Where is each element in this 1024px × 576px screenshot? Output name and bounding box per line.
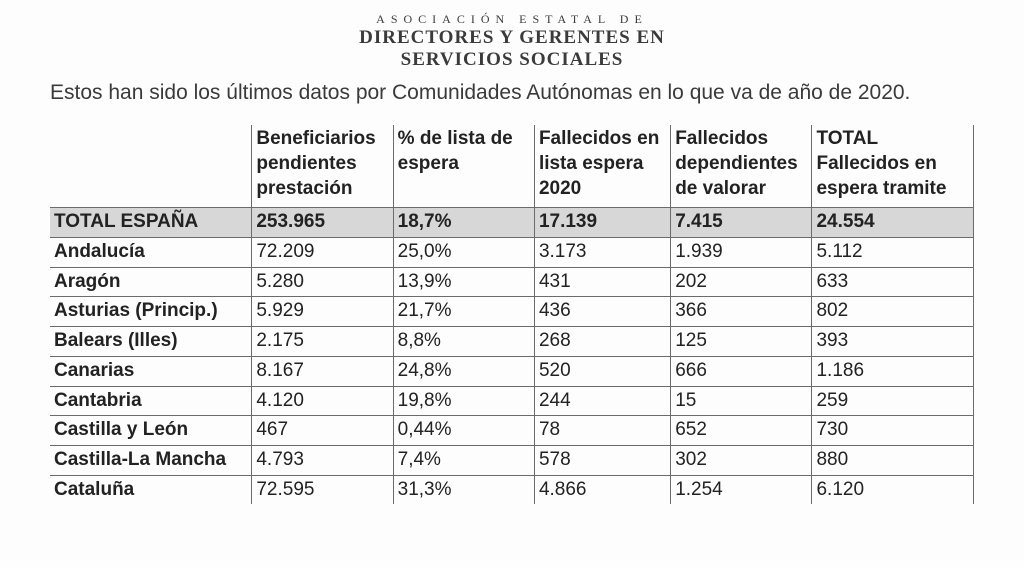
col-header-fall-valorar: Fallecidos dependientes de valorar [671, 125, 812, 208]
cell-total-fall: 393 [812, 327, 974, 357]
document-page: ASOCIACIÓN ESTATAL DE DIRECTORES Y GEREN… [0, 0, 1024, 576]
cell-region: Castilla-La Mancha [50, 445, 252, 475]
cell-fall-valorar: 202 [671, 267, 812, 297]
cell-region: Aragón [50, 267, 252, 297]
cell-region: Andalucía [50, 238, 252, 268]
cell-pct: 25,0% [393, 238, 534, 268]
cell-beneficiarios: 4.120 [252, 386, 393, 416]
cell-fall-espera: 17.139 [534, 208, 670, 238]
cell-total-fall: 24.554 [812, 208, 974, 238]
cell-fall-espera: 578 [534, 445, 670, 475]
cell-total-fall: 880 [812, 445, 974, 475]
org-line3: SERVICIOS SOCIALES [252, 49, 772, 71]
table-total-row: TOTAL ESPAÑA 253.965 18,7% 17.139 7.415 … [50, 208, 974, 238]
cell-fall-espera: 244 [534, 386, 670, 416]
cell-beneficiarios: 4.793 [252, 445, 393, 475]
cell-region: Balears (Illes) [50, 327, 252, 357]
table-row: Castilla-La Mancha4.7937,4%578302880 [50, 445, 974, 475]
table-header-row: Beneficiarios pendientes prestación % de… [50, 125, 974, 208]
table-row: Asturias (Princip.)5.92921,7%436366802 [50, 297, 974, 327]
col-header-pct: % de lista de espera [393, 125, 534, 208]
cell-beneficiarios: 467 [252, 416, 393, 446]
cell-pct: 18,7% [393, 208, 534, 238]
cell-total-fall: 5.112 [812, 238, 974, 268]
cell-pct: 21,7% [393, 297, 534, 327]
cell-beneficiarios: 5.280 [252, 267, 393, 297]
cell-fall-valorar: 666 [671, 356, 812, 386]
cell-fall-valorar: 366 [671, 297, 812, 327]
cell-total-fall: 730 [812, 416, 974, 446]
org-header: ASOCIACIÓN ESTATAL DE DIRECTORES Y GEREN… [252, 12, 772, 71]
table-row: Canarias8.16724,8%5206661.186 [50, 356, 974, 386]
data-table: Beneficiarios pendientes prestación % de… [50, 125, 974, 504]
cell-fall-valorar: 7.415 [671, 208, 812, 238]
cell-pct: 31,3% [393, 475, 534, 504]
cell-region: TOTAL ESPAÑA [50, 208, 252, 238]
org-line2: DIRECTORES Y GERENTES EN [252, 27, 772, 49]
cell-total-fall: 1.186 [812, 356, 974, 386]
cell-region: Canarias [50, 356, 252, 386]
cell-pct: 19,8% [393, 386, 534, 416]
cell-total-fall: 259 [812, 386, 974, 416]
cell-beneficiarios: 5.929 [252, 297, 393, 327]
col-header-region [50, 125, 252, 208]
cell-fall-valorar: 302 [671, 445, 812, 475]
cell-fall-espera: 520 [534, 356, 670, 386]
cell-region: Asturias (Princip.) [50, 297, 252, 327]
table-row: Balears (Illes)2.1758,8%268125393 [50, 327, 974, 357]
cell-total-fall: 802 [812, 297, 974, 327]
cell-fall-valorar: 15 [671, 386, 812, 416]
cell-region: Castilla y León [50, 416, 252, 446]
table-row: Aragón5.28013,9%431202633 [50, 267, 974, 297]
cell-beneficiarios: 72.209 [252, 238, 393, 268]
cell-fall-espera: 3.173 [534, 238, 670, 268]
bottom-fade [0, 556, 1024, 576]
cell-pct: 8,8% [393, 327, 534, 357]
cell-beneficiarios: 72.595 [252, 475, 393, 504]
cell-total-fall: 633 [812, 267, 974, 297]
table-row: Andalucía72.20925,0%3.1731.9395.112 [50, 238, 974, 268]
cell-fall-valorar: 1.939 [671, 238, 812, 268]
cell-fall-espera: 431 [534, 267, 670, 297]
org-line1: ASOCIACIÓN ESTATAL DE [252, 12, 772, 27]
cell-region: Cantabria [50, 386, 252, 416]
intro-text: Estos han sido los últimos datos por Com… [50, 79, 974, 107]
col-header-total-fall: TOTAL Fallecidos en espera tramite [812, 125, 974, 208]
table-body: TOTAL ESPAÑA 253.965 18,7% 17.139 7.415 … [50, 208, 974, 504]
col-header-beneficiarios: Beneficiarios pendientes prestación [252, 125, 393, 208]
cell-pct: 24,8% [393, 356, 534, 386]
cell-fall-espera: 78 [534, 416, 670, 446]
cell-fall-espera: 4.866 [534, 475, 670, 504]
cell-fall-espera: 268 [534, 327, 670, 357]
table-row: Cantabria4.12019,8%24415259 [50, 386, 974, 416]
table-row: Cataluña72.59531,3%4.8661.2546.120 [50, 475, 974, 504]
cell-pct: 0,44% [393, 416, 534, 446]
cell-beneficiarios: 2.175 [252, 327, 393, 357]
cell-beneficiarios: 253.965 [252, 208, 393, 238]
cell-pct: 7,4% [393, 445, 534, 475]
cell-pct: 13,9% [393, 267, 534, 297]
col-header-fall-espera: Fallecidos en lista espera 2020 [534, 125, 670, 208]
cell-beneficiarios: 8.167 [252, 356, 393, 386]
cell-fall-valorar: 125 [671, 327, 812, 357]
table-row: Castilla y León4670,44%78652730 [50, 416, 974, 446]
cell-region: Cataluña [50, 475, 252, 504]
cell-fall-espera: 436 [534, 297, 670, 327]
cell-fall-valorar: 1.254 [671, 475, 812, 504]
cell-total-fall: 6.120 [812, 475, 974, 504]
cell-fall-valorar: 652 [671, 416, 812, 446]
